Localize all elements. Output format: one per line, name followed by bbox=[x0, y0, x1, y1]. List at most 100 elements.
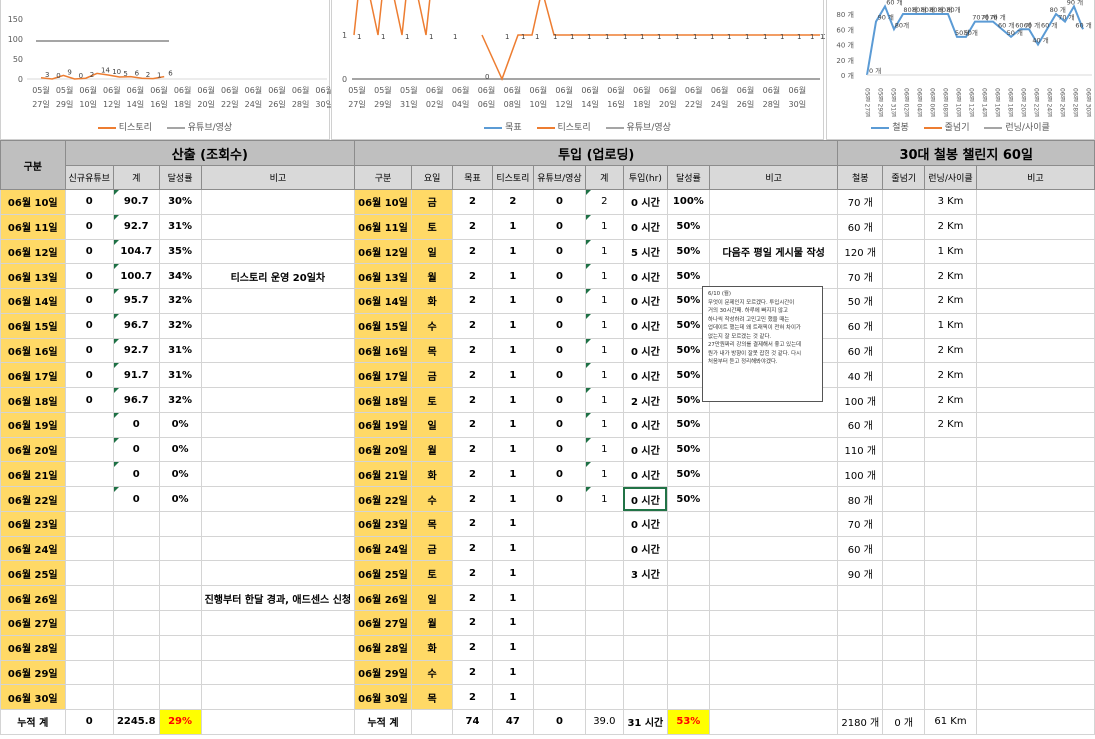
table-cell[interactable]: 1 bbox=[491, 362, 535, 389]
column-header[interactable]: 달성률 bbox=[666, 165, 710, 190]
table-cell[interactable]: 2 bbox=[452, 585, 493, 612]
table-cell[interactable]: 96.7 bbox=[112, 312, 160, 339]
total-cell[interactable]: 0 bbox=[64, 709, 114, 735]
table-cell[interactable] bbox=[622, 585, 668, 612]
table-cell[interactable]: 1 bbox=[491, 337, 535, 364]
total-cell[interactable]: 2245.8 bbox=[112, 709, 160, 735]
table-cell[interactable] bbox=[975, 189, 1095, 215]
column-header[interactable]: 목표 bbox=[452, 165, 493, 190]
table-cell[interactable]: 100.7 bbox=[112, 263, 160, 290]
table-cell[interactable] bbox=[708, 213, 839, 240]
table-cell[interactable] bbox=[708, 461, 839, 488]
table-cell[interactable] bbox=[708, 684, 839, 711]
table-cell[interactable] bbox=[837, 610, 884, 636]
table-cell[interactable]: 1 bbox=[584, 337, 624, 364]
table-cell[interactable] bbox=[975, 486, 1095, 512]
table-cell[interactable]: 2 Km bbox=[924, 263, 977, 290]
table-cell[interactable]: 0 bbox=[64, 362, 114, 389]
table-cell[interactable]: 화 bbox=[410, 634, 454, 661]
table-cell[interactable] bbox=[584, 510, 624, 537]
table-cell[interactable]: 1 bbox=[584, 387, 624, 413]
row-date-cell[interactable]: 06월 28일 bbox=[0, 634, 66, 661]
table-cell[interactable]: 96.7 bbox=[112, 387, 160, 413]
table-cell[interactable] bbox=[975, 288, 1095, 314]
table-cell[interactable] bbox=[924, 560, 977, 587]
table-cell[interactable]: 1 bbox=[584, 486, 624, 512]
table-cell[interactable]: 금 bbox=[410, 362, 454, 389]
table-cell[interactable] bbox=[708, 189, 839, 215]
table-cell[interactable]: 50 개 bbox=[837, 288, 884, 314]
table-cell[interactable] bbox=[64, 535, 114, 562]
table-cell[interactable]: 티스토리 운영 20일차 bbox=[200, 263, 356, 290]
table-cell[interactable]: 0 bbox=[533, 263, 586, 290]
table-cell[interactable]: 월 bbox=[410, 263, 454, 290]
table-cell[interactable]: 90.7 bbox=[112, 189, 160, 215]
table-cell[interactable]: 2 bbox=[452, 362, 493, 389]
table-cell[interactable]: 토 bbox=[410, 387, 454, 413]
table-cell[interactable]: 60 개 bbox=[837, 535, 884, 562]
table-cell[interactable] bbox=[200, 411, 356, 438]
table-cell[interactable] bbox=[882, 387, 926, 413]
table-cell[interactable] bbox=[882, 337, 926, 364]
table-cell[interactable]: 화 bbox=[410, 288, 454, 314]
table-cell[interactable] bbox=[533, 659, 586, 686]
table-cell[interactable]: 0% bbox=[158, 436, 202, 463]
table-cell[interactable]: 1 bbox=[491, 560, 535, 587]
table-cell[interactable] bbox=[666, 560, 710, 587]
table-cell[interactable] bbox=[882, 585, 926, 612]
row-date-cell[interactable]: 06월 11일 bbox=[0, 213, 66, 240]
table-cell[interactable] bbox=[622, 684, 668, 711]
row-date-cell[interactable]: 06월 26일 bbox=[354, 585, 412, 612]
table-cell[interactable] bbox=[533, 585, 586, 612]
table-cell[interactable]: 0 시간 bbox=[622, 288, 668, 314]
table-cell[interactable]: 34% bbox=[158, 263, 202, 290]
table-cell[interactable]: 0 bbox=[112, 486, 160, 512]
table-cell[interactable]: 0% bbox=[158, 461, 202, 488]
header-output-label[interactable]: 구분 bbox=[0, 140, 66, 190]
table-cell[interactable]: 1 bbox=[491, 585, 535, 612]
column-header[interactable]: 구분 bbox=[354, 165, 412, 190]
table-cell[interactable]: 95.7 bbox=[112, 288, 160, 314]
column-header[interactable]: 티스토리 bbox=[491, 165, 535, 190]
table-cell[interactable]: 2 Km bbox=[924, 288, 977, 314]
table-cell[interactable] bbox=[112, 535, 160, 562]
table-cell[interactable] bbox=[708, 585, 839, 612]
column-header[interactable]: 런닝/사이클 bbox=[924, 165, 977, 190]
table-cell[interactable] bbox=[975, 461, 1095, 488]
table-cell[interactable] bbox=[924, 535, 977, 562]
table-cell[interactable] bbox=[200, 684, 356, 711]
table-cell[interactable] bbox=[924, 659, 977, 686]
table-cell[interactable] bbox=[975, 362, 1095, 389]
table-cell[interactable]: 90 개 bbox=[837, 560, 884, 587]
total-cell[interactable]: 0 bbox=[533, 709, 586, 735]
total-cell[interactable] bbox=[708, 709, 839, 735]
table-cell[interactable]: 1 bbox=[491, 263, 535, 290]
table-cell[interactable]: 2 Km bbox=[924, 213, 977, 240]
table-cell[interactable] bbox=[200, 312, 356, 339]
table-cell[interactable] bbox=[158, 535, 202, 562]
table-cell[interactable]: 1 bbox=[491, 486, 535, 512]
table-cell[interactable] bbox=[200, 610, 356, 636]
table-cell[interactable]: 2 bbox=[452, 634, 493, 661]
table-cell[interactable]: 0 bbox=[112, 436, 160, 463]
row-date-cell[interactable]: 06월 13일 bbox=[0, 263, 66, 290]
table-cell[interactable] bbox=[708, 634, 839, 661]
table-cell[interactable] bbox=[975, 312, 1095, 339]
total-cell[interactable]: 53% bbox=[666, 709, 710, 735]
table-cell[interactable] bbox=[975, 560, 1095, 587]
row-date-cell[interactable]: 06월 14일 bbox=[354, 288, 412, 314]
row-date-cell[interactable]: 06월 16일 bbox=[354, 337, 412, 364]
table-cell[interactable]: 110 개 bbox=[837, 436, 884, 463]
column-header[interactable]: 계 bbox=[584, 165, 624, 190]
table-cell[interactable]: 1 bbox=[584, 263, 624, 290]
table-cell[interactable] bbox=[975, 263, 1095, 290]
table-cell[interactable] bbox=[837, 684, 884, 711]
table-cell[interactable] bbox=[924, 684, 977, 711]
table-cell[interactable]: 70 개 bbox=[837, 189, 884, 215]
table-cell[interactable]: 50% bbox=[666, 411, 710, 438]
table-cell[interactable] bbox=[200, 238, 356, 265]
table-cell[interactable] bbox=[112, 585, 160, 612]
table-cell[interactable]: 3 Km bbox=[924, 189, 977, 215]
table-cell[interactable]: 32% bbox=[158, 312, 202, 339]
table-cell[interactable] bbox=[200, 387, 356, 413]
